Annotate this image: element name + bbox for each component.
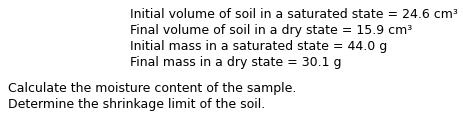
Text: Determine the shrinkage limit of the soil.: Determine the shrinkage limit of the soi… — [8, 98, 265, 111]
Text: Initial mass in a saturated state = 44.0 g: Initial mass in a saturated state = 44.0… — [130, 40, 387, 53]
Text: Initial volume of soil in a saturated state = 24.6 cm³: Initial volume of soil in a saturated st… — [130, 8, 457, 21]
Text: Final mass in a dry state = 30.1 g: Final mass in a dry state = 30.1 g — [130, 56, 341, 69]
Text: Calculate the moisture content of the sample.: Calculate the moisture content of the sa… — [8, 82, 296, 95]
Text: Final volume of soil in a dry state = 15.9 cm³: Final volume of soil in a dry state = 15… — [130, 24, 411, 37]
